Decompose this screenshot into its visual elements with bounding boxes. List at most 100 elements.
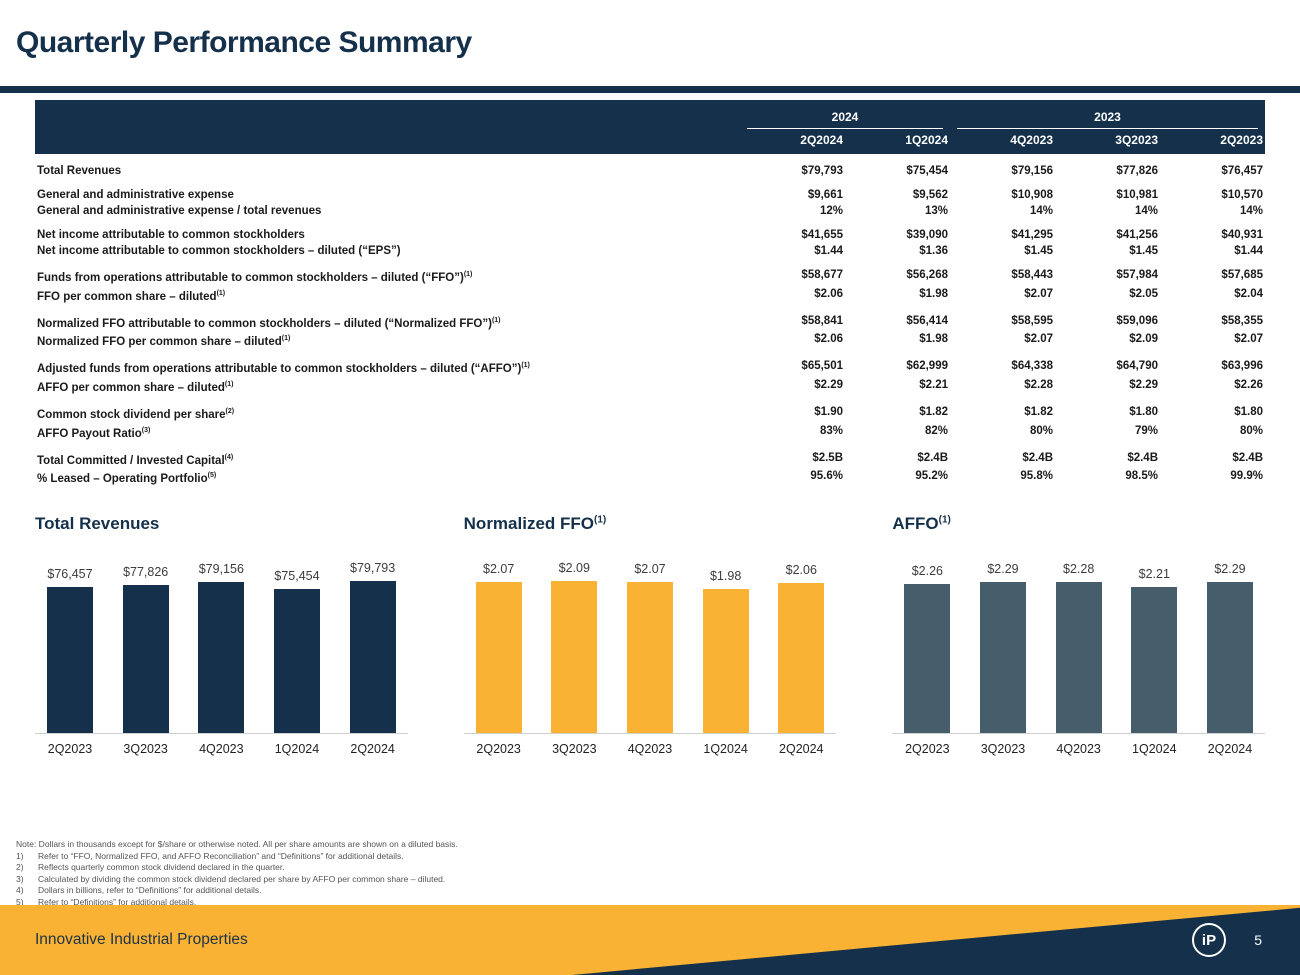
table-row-group: Funds from operations attributable to co… bbox=[35, 267, 1265, 305]
chart-title: Total Revenues bbox=[35, 514, 160, 533]
row-value: $1.45 bbox=[1129, 245, 1158, 257]
bar-column: $2.29 bbox=[972, 562, 1034, 733]
row-value: $10,908 bbox=[1011, 189, 1053, 201]
row-value: $2.4B bbox=[1127, 451, 1158, 464]
row-value: $2.29 bbox=[1129, 379, 1158, 392]
footnote-number: 4) bbox=[16, 885, 24, 895]
row-value: $2.07 bbox=[1024, 333, 1053, 346]
row-value: $58,443 bbox=[1011, 269, 1053, 281]
row-label: Net income attributable to common stockh… bbox=[37, 245, 401, 257]
footnote-item: 2) Reflects quarterly common stock divide… bbox=[16, 862, 1265, 874]
row-value: 82% bbox=[924, 424, 948, 437]
bar-value-label: $2.21 bbox=[1138, 567, 1170, 581]
footnote-item: 3) Calculated by dividing the common stoc… bbox=[16, 874, 1265, 886]
category-label: 4Q2023 bbox=[1056, 742, 1101, 756]
column-header-2q2023: 2Q2023 bbox=[1220, 133, 1263, 147]
footnote-item: 1) Refer to “FFO, Normalized FFO, and AFF… bbox=[16, 851, 1265, 863]
row-value: $10,981 bbox=[1116, 189, 1158, 201]
row-value: $9,661 bbox=[807, 189, 843, 201]
row-value: $40,931 bbox=[1221, 229, 1263, 241]
bar-column: $1.98 bbox=[695, 569, 757, 733]
row-value: $1.45 bbox=[1024, 245, 1053, 257]
bar bbox=[551, 581, 598, 733]
table-row: Adjusted funds from operations attributa… bbox=[35, 358, 1265, 377]
chart-plot: $2.26 $2.29 $2.28 $2.21 $2.29 bbox=[892, 546, 1265, 734]
footnote-number: 3) bbox=[16, 873, 24, 884]
row-label: Total Revenues bbox=[37, 165, 122, 177]
row-value: $2.29 bbox=[814, 379, 843, 392]
category-label: 3Q2023 bbox=[552, 742, 597, 756]
row-value: $59,096 bbox=[1116, 314, 1158, 327]
bar bbox=[702, 589, 749, 733]
row-label: AFFO per common share – diluted(1) bbox=[37, 381, 234, 394]
row-label: Adjusted funds from operations attributa… bbox=[37, 362, 530, 376]
row-value: $77,826 bbox=[1116, 165, 1158, 177]
column-header-4q2023: 4Q2023 bbox=[1010, 133, 1053, 147]
footnote-item: 4) Dollars in billions, refer to “Definit… bbox=[16, 885, 1265, 897]
row-value: $9,562 bbox=[912, 189, 948, 201]
table-row: Net income attributable to common stockh… bbox=[35, 243, 1265, 259]
bar-value-label: $2.06 bbox=[785, 563, 817, 577]
bar-value-label: $2.07 bbox=[483, 562, 515, 576]
page-title: Quarterly Performance Summary bbox=[16, 26, 472, 59]
table-row-group: Adjusted funds from operations attributa… bbox=[35, 358, 1265, 396]
category-label: 2Q2024 bbox=[779, 742, 824, 756]
row-value: $1.36 bbox=[919, 245, 948, 257]
row-value: $75,454 bbox=[906, 165, 948, 177]
row-value: $1.80 bbox=[1234, 405, 1263, 418]
row-value: 99.9% bbox=[1230, 470, 1263, 483]
table-row: Total Revenues $79,793 $75,454 $79,156 $77,8… bbox=[35, 163, 1265, 179]
row-value: $2.5B bbox=[812, 451, 843, 464]
table-row-group: Total Revenues $79,793 $75,454 $79,156 $77,8… bbox=[35, 163, 1265, 179]
row-label: General and administrative expense bbox=[37, 189, 234, 201]
category-label: 3Q2023 bbox=[980, 742, 1026, 756]
column-header-1q2024: 1Q2024 bbox=[905, 133, 948, 147]
row-value: $2.07 bbox=[1234, 333, 1263, 346]
footnote-text: Calculated by dividing the common stock … bbox=[38, 873, 446, 884]
year-group-2024: 2024 bbox=[747, 110, 943, 129]
bar-value-label: $79,793 bbox=[350, 561, 396, 575]
row-value: 14% bbox=[1239, 205, 1263, 217]
row-value: 95.6% bbox=[810, 470, 843, 483]
bar-column: $2.26 bbox=[896, 564, 958, 733]
table-row: Normalized FFO attributable to common st… bbox=[35, 313, 1265, 332]
bar bbox=[904, 584, 951, 733]
row-value: $39,090 bbox=[906, 229, 948, 241]
row-value: $2.07 bbox=[1024, 287, 1053, 300]
bar bbox=[122, 585, 169, 733]
row-value: 14% bbox=[1134, 205, 1158, 217]
row-label: FFO per common share – diluted(1) bbox=[37, 289, 226, 303]
year-group-2023: 2023 bbox=[957, 110, 1258, 129]
table-row: AFFO Payout Ratio(3) 83% 82% 80% 79% 80% bbox=[35, 423, 1265, 442]
bar-column: $2.28 bbox=[1048, 562, 1110, 733]
table-row: Normalized FFO per common share – dilute… bbox=[35, 331, 1265, 350]
row-value: $1.44 bbox=[1234, 245, 1263, 257]
category-label: 1Q2024 bbox=[274, 742, 320, 756]
row-value: $2.06 bbox=[814, 333, 843, 346]
footnote-text: Refer to “Definitions” for additional de… bbox=[38, 896, 197, 907]
bar bbox=[475, 582, 522, 733]
row-value: $56,414 bbox=[906, 314, 948, 327]
performance-table: 2024 2023 2Q2024 1Q2024 4Q2023 3Q2023 2Q… bbox=[35, 100, 1265, 487]
row-label: Normalized FFO attributable to common st… bbox=[37, 316, 501, 330]
footnote-text: Reflects quarterly common stock dividend… bbox=[38, 862, 285, 872]
row-value: $2.06 bbox=[814, 287, 843, 300]
row-value: 80% bbox=[1239, 424, 1263, 437]
category-label: 2Q2024 bbox=[1207, 742, 1253, 756]
row-value: $2.4B bbox=[917, 451, 948, 464]
row-value: $41,655 bbox=[801, 229, 843, 241]
row-value: $56,268 bbox=[906, 269, 948, 281]
row-value: $2.09 bbox=[1129, 333, 1158, 346]
row-label: General and administrative expense / tot… bbox=[37, 205, 322, 217]
category-label: 3Q2023 bbox=[123, 742, 168, 756]
category-label: 1Q2024 bbox=[1132, 742, 1177, 756]
chart-title: Normalized FFO(1) bbox=[463, 514, 607, 533]
bar-value-label: $2.29 bbox=[1214, 562, 1246, 576]
row-label: Normalized FFO per common share – dilute… bbox=[37, 335, 291, 349]
row-value: $10,570 bbox=[1221, 189, 1263, 201]
bar bbox=[1131, 587, 1178, 733]
row-value: $1.82 bbox=[919, 405, 948, 418]
table-row-group: Total Committed / Invested Capital(4) $2.… bbox=[35, 450, 1265, 488]
page-number: 5 bbox=[1254, 932, 1262, 948]
